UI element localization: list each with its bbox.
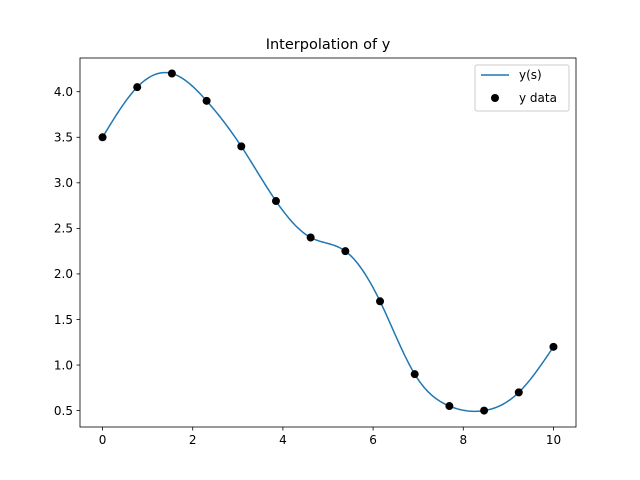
data-point	[202, 96, 211, 105]
data-point	[98, 133, 107, 142]
data-point	[271, 197, 280, 206]
y-tick-label: 2.5	[54, 222, 73, 236]
data-point	[480, 406, 489, 415]
data-point	[306, 233, 315, 242]
legend-marker-swatch	[491, 94, 499, 102]
x-tick-label: 10	[546, 433, 561, 447]
legend-label-line: y(s)	[519, 68, 542, 82]
data-point	[549, 342, 558, 351]
chart-title: Interpolation of y	[266, 37, 391, 53]
data-point	[376, 297, 385, 306]
data-point	[341, 247, 350, 256]
plot-area	[98, 69, 558, 415]
x-tick-label: 0	[99, 433, 107, 447]
data-point	[445, 402, 454, 411]
legend: y(s) y data	[474, 64, 570, 112]
x-tick-label: 8	[459, 433, 467, 447]
legend-label-points: y data	[519, 91, 557, 105]
y-tick-label: 3.5	[54, 131, 73, 145]
data-point	[237, 142, 246, 151]
data-point	[133, 83, 142, 92]
y-tick-label: 1.0	[54, 358, 73, 372]
series-line-y-s	[101, 71, 555, 413]
y-tick-label: 3.0	[54, 176, 73, 190]
x-tick-label: 2	[189, 433, 197, 447]
axes-frame	[79, 57, 577, 428]
x-tick-label: 4	[279, 433, 287, 447]
x-axis: 0 2 4 6 8 10	[99, 427, 561, 447]
y-tick-label: 1.5	[54, 313, 73, 327]
x-tick-label: 6	[369, 433, 377, 447]
data-point	[410, 370, 419, 379]
y-tick-label: 4.0	[54, 85, 73, 99]
data-point	[514, 388, 523, 397]
data-point	[167, 69, 176, 78]
y-axis: 0.5 1.0 1.5 2.0 2.5 3.0 3.5 4.0	[54, 85, 80, 418]
y-tick-label: 0.5	[54, 404, 73, 418]
y-tick-label: 2.0	[54, 267, 73, 281]
